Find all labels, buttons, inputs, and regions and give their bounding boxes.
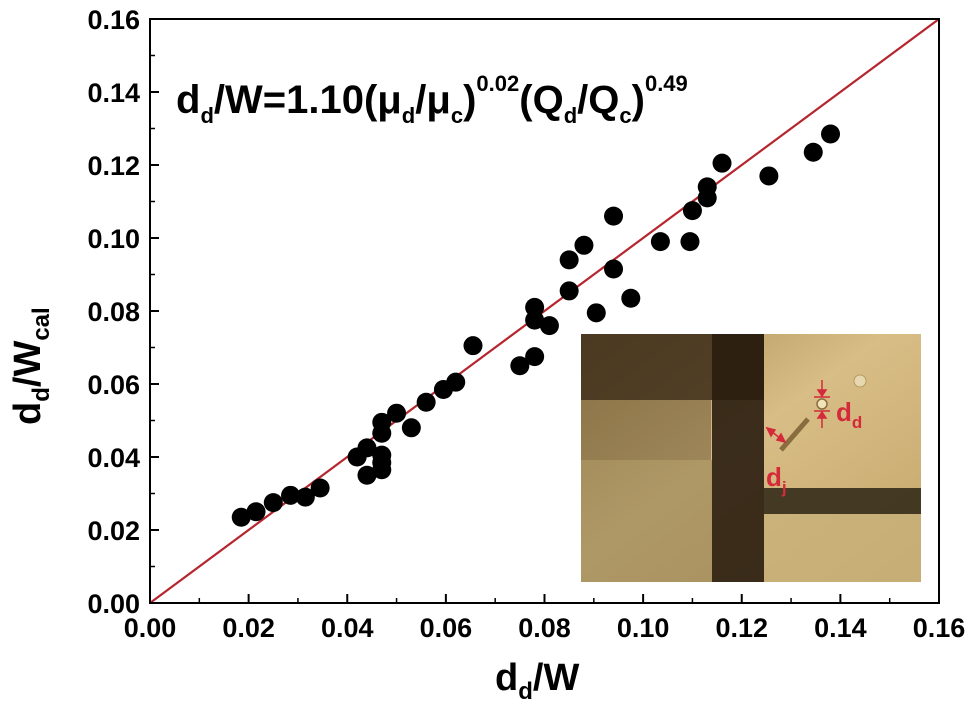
- y-tick-label: 0.10: [87, 224, 140, 254]
- y-axis: 0.00 0.02 0.04 0.06 0.08 0.10 0.12 0.14 0.16: [87, 5, 159, 619]
- inset-bubble: [853, 374, 867, 388]
- equation-annotation: dd/W=1.10(μd/μc)0.02(Qd/Qc)0.49: [176, 71, 688, 128]
- data-point: [759, 166, 779, 186]
- y-tick-label: 0.02: [87, 516, 140, 546]
- x-tick-label: 0.02: [222, 613, 275, 643]
- data-point: [586, 303, 606, 323]
- data-point: [682, 201, 702, 221]
- data-point: [446, 372, 466, 392]
- data-point: [559, 281, 579, 301]
- data-point: [525, 347, 545, 367]
- data-point: [387, 403, 407, 423]
- data-point: [231, 507, 251, 527]
- data-point: [539, 316, 559, 336]
- data-point: [357, 438, 377, 458]
- data-point: [604, 206, 624, 226]
- x-tick-label: 0.10: [617, 613, 670, 643]
- data-point: [697, 177, 717, 197]
- data-point: [416, 392, 436, 412]
- x-axis: 0.00 0.02 0.04 0.06 0.08 0.10 0.12 0.14 0.16: [124, 594, 966, 643]
- inset-micrograph: dd dj: [581, 334, 921, 582]
- data-point: [821, 124, 841, 144]
- x-tick-label: 0.16: [913, 613, 966, 643]
- x-axis-title: dd/W: [495, 657, 579, 705]
- y-tick-label: 0.00: [87, 589, 140, 619]
- data-point: [372, 460, 392, 480]
- inset-droplet: [816, 398, 828, 410]
- x-tick-label: 0.00: [124, 613, 177, 643]
- inset-jet: [779, 417, 810, 452]
- data-point: [401, 418, 421, 438]
- inset-label-dj: dj: [766, 462, 787, 497]
- data-point: [357, 465, 377, 485]
- inset-channel-horizontal: [764, 488, 921, 514]
- inset-dd-marker: [814, 380, 830, 428]
- data-point: [604, 259, 624, 279]
- x-tick-label: 0.12: [715, 613, 768, 643]
- data-point: [559, 250, 579, 270]
- inset-shadow-left: [581, 400, 711, 460]
- data-points: [231, 124, 841, 527]
- inset-lower-right: [764, 514, 921, 582]
- y-axis-title: dd/Wcal: [7, 307, 55, 425]
- data-point: [372, 423, 392, 443]
- y-tick-label: 0.12: [87, 151, 140, 181]
- data-point: [295, 487, 315, 507]
- x-tick-label: 0.08: [518, 613, 571, 643]
- data-point: [712, 153, 732, 173]
- data-point: [263, 493, 283, 513]
- data-point: [281, 485, 301, 505]
- inset-channel-vertical: [712, 334, 764, 582]
- data-point: [650, 232, 670, 252]
- data-point: [621, 288, 641, 308]
- data-point: [680, 232, 700, 252]
- data-point: [510, 356, 530, 376]
- data-point: [803, 142, 823, 162]
- x-tick-label: 0.04: [321, 613, 374, 643]
- x-tick-label: 0.14: [814, 613, 867, 643]
- data-point: [246, 502, 266, 522]
- y-axis-title-group: dd/Wcal: [7, 307, 55, 425]
- x-tick-label: 0.06: [420, 613, 473, 643]
- data-point: [525, 297, 545, 317]
- data-point: [310, 478, 330, 498]
- y-tick-label: 0.08: [87, 297, 140, 327]
- inset-dj-marker: [765, 426, 787, 444]
- y-tick-label: 0.16: [87, 5, 140, 35]
- data-point: [574, 235, 594, 255]
- inset-label-dd: dd: [836, 397, 862, 432]
- y-tick-label: 0.14: [87, 78, 140, 108]
- inset-lower-left: [581, 460, 712, 582]
- data-point: [463, 336, 483, 356]
- y-tick-label: 0.04: [87, 443, 140, 473]
- y-tick-label: 0.06: [87, 370, 140, 400]
